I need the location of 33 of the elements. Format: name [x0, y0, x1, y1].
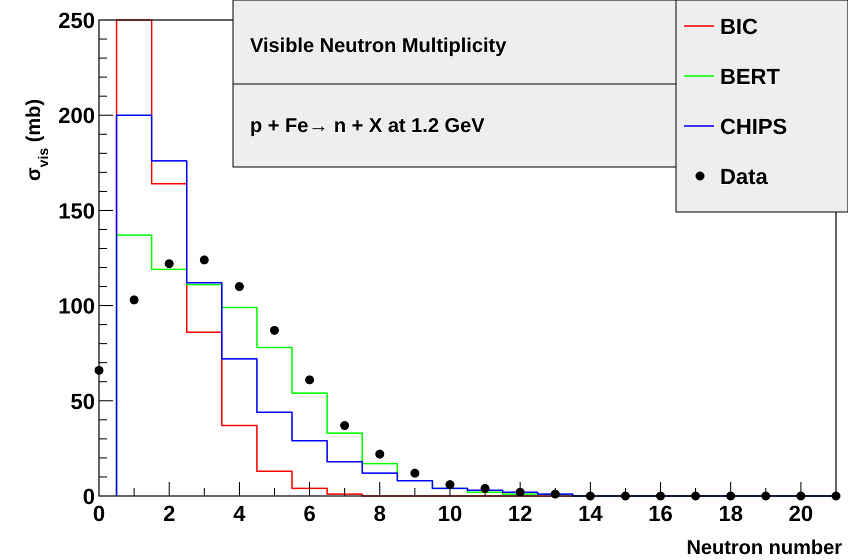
point: [234, 282, 244, 292]
point: [200, 255, 209, 264]
x-tick-label: 8: [374, 501, 386, 526]
point: [410, 468, 420, 478]
legend-label: BIC: [720, 14, 758, 39]
point: [480, 484, 490, 493]
y-tick-label: 200: [58, 103, 95, 128]
point: [340, 421, 350, 430]
point: [130, 295, 139, 304]
point: [270, 326, 279, 335]
x-tick-label: 6: [303, 501, 316, 526]
x-tick-label: 4: [233, 501, 246, 526]
y-tick-label: 150: [58, 198, 95, 224]
y-tick-label: 100: [58, 294, 95, 319]
text: Visible Neutron Multiplicity: [250, 35, 508, 57]
x-tick-label: 12: [508, 501, 532, 526]
legend-label: CHIPS: [720, 114, 788, 139]
x-tick-label: 2: [163, 501, 176, 526]
legend-label: BERT: [720, 64, 780, 89]
x-tick-label: 18: [718, 501, 743, 526]
x-tick-label: 14: [578, 501, 604, 526]
y-tick-label: 250: [58, 8, 95, 33]
y-tick-label: 0: [82, 484, 95, 509]
point: [305, 375, 314, 384]
legend-label: Data: [720, 164, 768, 189]
point: [164, 259, 174, 268]
text: p + Fe→ n + X at 1.2 GeV: [250, 115, 486, 137]
point: [375, 450, 384, 459]
x-tick-label: 16: [648, 501, 673, 526]
x-axis-title: Neutron number: [686, 537, 842, 559]
x-tick-label: 20: [788, 501, 814, 526]
x-tick-label: 10: [438, 501, 462, 526]
y-tick-label: 50: [70, 388, 95, 414]
